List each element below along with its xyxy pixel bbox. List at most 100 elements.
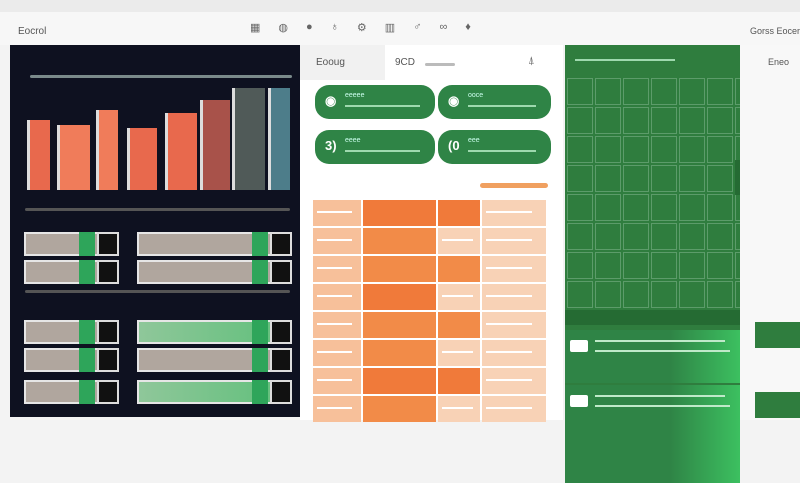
calendar-cell[interactable] — [623, 107, 649, 134]
table-cell[interactable] — [482, 228, 546, 254]
calendar-cell[interactable] — [679, 78, 705, 105]
table-cell[interactable] — [313, 396, 361, 422]
bell-icon[interactable]: ⍋ — [528, 55, 535, 67]
table-cell[interactable] — [482, 312, 546, 338]
table-cell[interactable] — [438, 256, 480, 282]
calendar-cell[interactable] — [651, 194, 677, 221]
slider[interactable] — [425, 63, 455, 66]
calendar-cell[interactable] — [679, 281, 705, 308]
stat-card[interactable]: ◉ ooce — [438, 85, 551, 119]
option-button[interactable] — [270, 320, 292, 344]
calendar-cell[interactable] — [567, 107, 593, 134]
table-cell[interactable] — [482, 200, 546, 226]
table-cell[interactable] — [313, 340, 361, 366]
globe-icon[interactable]: ◍ — [278, 22, 289, 34]
calendar-cell[interactable] — [567, 165, 593, 192]
table-cell[interactable] — [482, 284, 546, 310]
table-cell[interactable] — [313, 256, 361, 282]
circle-icon[interactable]: ● — [306, 21, 313, 33]
calendar-cell[interactable] — [595, 194, 621, 221]
calendar-cell[interactable] — [651, 223, 677, 250]
calendar-cell[interactable] — [623, 194, 649, 221]
toggle[interactable] — [252, 232, 268, 256]
calendar-cell[interactable] — [567, 78, 593, 105]
drop-icon[interactable]: ♦ — [465, 21, 471, 33]
calendar-cell[interactable] — [623, 136, 649, 163]
green-block[interactable] — [755, 392, 800, 418]
table-cell[interactable] — [438, 200, 480, 226]
calendar-cell[interactable] — [595, 78, 621, 105]
link-icon[interactable]: ∞ — [439, 21, 448, 33]
input-row[interactable] — [137, 260, 292, 284]
toggle[interactable] — [79, 232, 95, 256]
toggle[interactable] — [252, 260, 268, 284]
calendar-cell[interactable] — [595, 252, 621, 279]
table-cell[interactable] — [438, 312, 480, 338]
table-cell[interactable] — [482, 340, 546, 366]
option-button[interactable] — [97, 260, 119, 284]
calendar-cell[interactable] — [623, 165, 649, 192]
table-cell[interactable] — [363, 256, 436, 282]
calendar-cell[interactable] — [707, 194, 733, 221]
calendar-cell[interactable] — [651, 107, 677, 134]
calendar-cell[interactable] — [623, 281, 649, 308]
chart-icon[interactable]: ▥ — [384, 22, 396, 34]
calendar-cell[interactable] — [707, 165, 733, 192]
toggle[interactable] — [252, 348, 268, 372]
calendar-cell[interactable] — [707, 281, 733, 308]
calendar-cell[interactable] — [567, 136, 593, 163]
grid-icon[interactable]: ▦ — [250, 22, 261, 34]
table-cell[interactable] — [363, 312, 436, 338]
person-icon[interactable]: ♂ — [413, 21, 422, 33]
input-row[interactable] — [137, 232, 292, 256]
input-row[interactable] — [137, 380, 292, 404]
toggle[interactable] — [79, 320, 95, 344]
stat-card[interactable]: 3) eeee — [315, 130, 435, 164]
table-cell[interactable] — [313, 312, 361, 338]
calendar-cell[interactable] — [679, 136, 705, 163]
table-cell[interactable] — [313, 200, 361, 226]
calendar-cell[interactable] — [651, 78, 677, 105]
calendar-cell[interactable] — [707, 252, 733, 279]
table-cell[interactable] — [438, 228, 480, 254]
option-button[interactable] — [270, 348, 292, 372]
calendar-cell[interactable] — [595, 223, 621, 250]
option-button[interactable] — [270, 232, 292, 256]
event-item[interactable] — [565, 385, 740, 483]
input-row[interactable] — [137, 320, 292, 344]
calendar-cell[interactable] — [707, 136, 733, 163]
option-button[interactable] — [97, 380, 119, 404]
table-cell[interactable] — [438, 396, 480, 422]
table-cell[interactable] — [313, 368, 361, 394]
option-button[interactable] — [97, 320, 119, 344]
calendar-cell[interactable] — [567, 194, 593, 221]
pin-icon[interactable]: ♁ — [330, 21, 339, 33]
calendar-cell[interactable] — [679, 165, 705, 192]
option-button[interactable] — [270, 260, 292, 284]
table-cell[interactable] — [313, 228, 361, 254]
calendar-cell[interactable] — [595, 281, 621, 308]
option-button[interactable] — [97, 232, 119, 256]
calendar-cell[interactable] — [651, 165, 677, 192]
calendar-cell[interactable] — [679, 194, 705, 221]
table-cell[interactable] — [363, 284, 436, 310]
calendar-cell[interactable] — [651, 136, 677, 163]
table-cell[interactable] — [363, 396, 436, 422]
table-cell[interactable] — [482, 256, 546, 282]
calendar-cell[interactable] — [679, 252, 705, 279]
event-item[interactable] — [565, 330, 740, 383]
toggle[interactable] — [79, 380, 95, 404]
table-cell[interactable] — [438, 284, 480, 310]
calendar-cell[interactable] — [623, 252, 649, 279]
calendar-cell[interactable] — [567, 281, 593, 308]
calendar-cell[interactable] — [707, 78, 733, 105]
stat-card[interactable]: (0 eee — [438, 130, 551, 164]
table-cell[interactable] — [438, 368, 480, 394]
calendar-cell[interactable] — [707, 107, 733, 134]
toggle[interactable] — [79, 348, 95, 372]
table-cell[interactable] — [482, 368, 546, 394]
toggle[interactable] — [79, 260, 95, 284]
table-cell[interactable] — [363, 340, 436, 366]
table-cell[interactable] — [482, 396, 546, 422]
toggle[interactable] — [252, 320, 268, 344]
